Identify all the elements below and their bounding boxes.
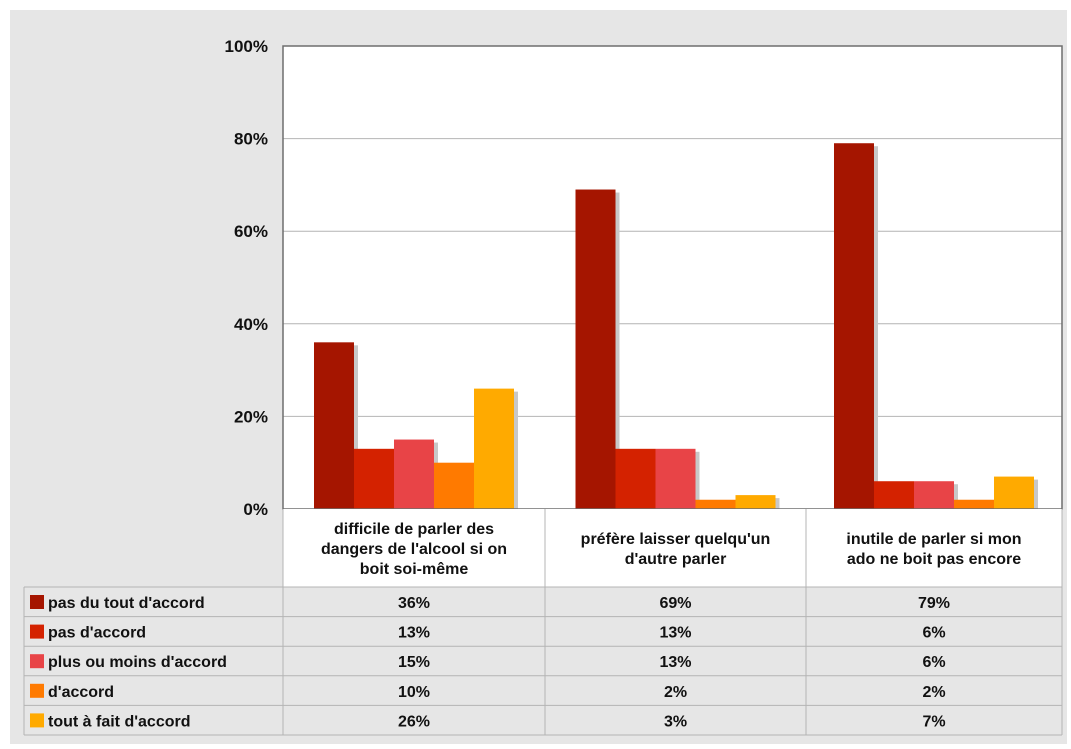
data-value-label: 69% <box>659 595 691 612</box>
data-value-label: 6% <box>922 654 945 671</box>
category-label: difficile de parler des <box>334 521 494 538</box>
bar <box>954 499 994 509</box>
chart-frame: 0% 20% 40% 60% 80% 100% difficile de parler de… <box>10 10 1067 744</box>
bar <box>394 439 434 509</box>
data-value-label: 2% <box>664 684 687 701</box>
bar <box>575 189 616 509</box>
data-value-label: 2% <box>922 684 945 701</box>
y-tick-label: 40% <box>234 315 268 334</box>
legend-swatch <box>30 595 44 609</box>
y-tick-label: 100% <box>225 37 268 56</box>
bar-chart: 0% 20% 40% 60% 80% 100% difficile de parler de… <box>23 37 1063 736</box>
legend-swatch <box>30 624 44 639</box>
bar <box>354 448 394 509</box>
data-value-label: 79% <box>918 595 950 612</box>
legend-swatch <box>30 713 44 728</box>
plot-area <box>283 46 1062 509</box>
bar <box>314 342 354 509</box>
data-value-label: 6% <box>922 625 945 642</box>
bar <box>474 388 514 509</box>
legend-label: plus ou moins d'accord <box>48 654 227 671</box>
data-value-label: 13% <box>659 625 691 642</box>
y-tick-label: 80% <box>234 130 268 149</box>
legend-swatch <box>30 683 44 698</box>
bar <box>655 448 696 509</box>
category-header-row <box>283 509 1062 587</box>
category-label: boit soi-même <box>360 561 469 578</box>
legend-swatch <box>30 654 44 669</box>
legend-label: d'accord <box>48 684 114 701</box>
legend-label: tout à fait d'accord <box>48 713 190 730</box>
data-value-label: 3% <box>664 713 687 730</box>
data-value-label: 13% <box>398 625 430 642</box>
category-label: ado ne boit pas encore <box>847 551 1021 568</box>
data-value-label: 7% <box>922 713 945 730</box>
category-label: inutile de parler si mon <box>846 531 1021 548</box>
bar <box>695 499 736 509</box>
y-tick-label: 0% <box>243 500 268 519</box>
bar <box>434 462 474 509</box>
bar <box>735 495 776 509</box>
category-label: d'autre parler <box>625 551 727 568</box>
data-value-label: 36% <box>398 595 430 612</box>
bar <box>615 448 656 509</box>
category-label: préfère laisser quelqu'un <box>581 531 771 548</box>
data-value-label: 26% <box>398 713 430 730</box>
data-value-label: 13% <box>659 654 691 671</box>
legend-label: pas du tout d'accord <box>48 595 205 612</box>
bar <box>874 481 914 509</box>
bar <box>914 481 954 509</box>
data-value-label: 10% <box>398 684 430 701</box>
y-tick-label: 60% <box>234 222 268 241</box>
bar <box>834 143 874 510</box>
legend-label: pas d'accord <box>48 625 146 642</box>
category-label: dangers de l'alcool si on <box>321 541 507 558</box>
data-value-label: 15% <box>398 654 430 671</box>
bar <box>994 476 1034 509</box>
y-tick-label: 20% <box>234 407 268 426</box>
